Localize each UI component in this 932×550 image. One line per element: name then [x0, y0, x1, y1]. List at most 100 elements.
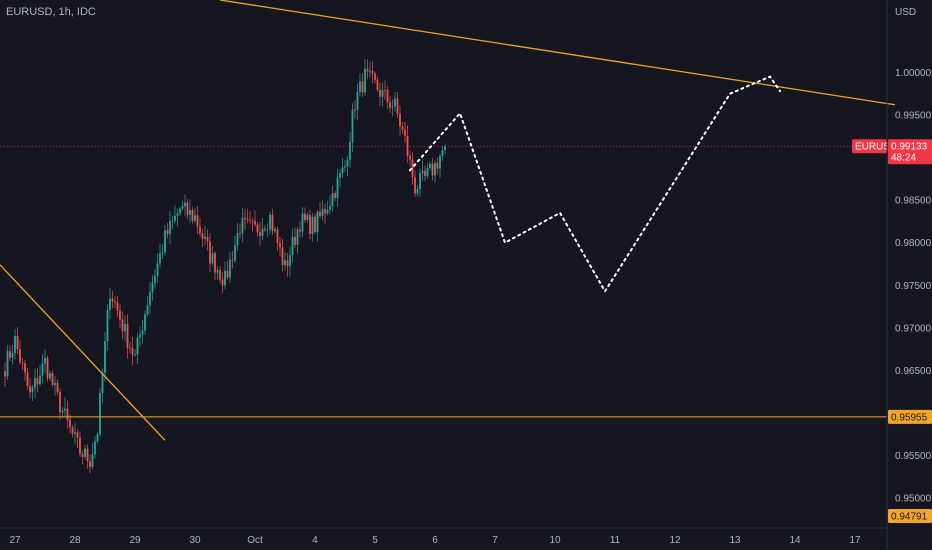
candle — [171, 220, 174, 222]
candle — [154, 275, 156, 283]
price-axis[interactable]: 1.00000 0.99500 0.98500 0.98000 0.97500 0.970… — [888, 68, 932, 523]
candle — [409, 155, 411, 160]
candle — [426, 168, 429, 177]
projection-path[interactable] — [409, 75, 781, 294]
candle — [219, 270, 221, 280]
candle — [414, 177, 416, 194]
time-tick-label: 29 — [129, 535, 141, 546]
candle — [329, 206, 331, 211]
candle — [146, 305, 149, 315]
candle — [411, 159, 414, 178]
candle — [184, 202, 186, 207]
candle — [74, 432, 76, 434]
candle — [354, 109, 356, 111]
candle — [441, 150, 444, 157]
current-price-badge-text: 0.99133 — [891, 142, 928, 153]
candle — [49, 373, 51, 379]
candle — [291, 236, 294, 256]
candle — [161, 252, 164, 254]
candle — [149, 292, 151, 306]
candle — [404, 129, 406, 136]
candle — [374, 73, 376, 80]
candle — [309, 214, 311, 235]
candle — [261, 228, 264, 236]
candle — [251, 220, 254, 222]
candle — [46, 357, 49, 379]
candle — [279, 242, 281, 248]
candle — [436, 163, 439, 169]
candle — [191, 210, 194, 221]
price-tick-label: 0.98000 — [895, 238, 932, 249]
candle — [271, 214, 274, 232]
candle — [364, 68, 366, 93]
candle — [66, 408, 69, 420]
candle — [86, 448, 89, 462]
price-tick-label: 0.97000 — [895, 323, 932, 334]
candle — [144, 314, 146, 331]
candle — [361, 81, 364, 93]
candle — [429, 163, 431, 169]
candle — [331, 193, 334, 207]
candle — [156, 263, 159, 276]
low-price-badge — [888, 508, 932, 523]
candle — [299, 229, 301, 232]
candle — [36, 378, 39, 385]
price-tick-label: 0.95000 — [895, 494, 932, 505]
candle — [386, 90, 389, 103]
candle — [396, 98, 399, 114]
candle — [431, 163, 434, 176]
candle — [401, 126, 404, 130]
candle — [369, 70, 371, 72]
candle — [189, 210, 191, 216]
symbol-badge-text: EURUSD — [855, 142, 897, 153]
candle — [376, 79, 379, 90]
candle — [334, 193, 336, 198]
candle — [119, 310, 121, 320]
candle — [221, 279, 224, 286]
candle — [199, 226, 201, 234]
candle — [39, 375, 41, 385]
trendline[interactable] — [0, 264, 166, 441]
candle — [209, 241, 211, 264]
candle — [134, 354, 136, 356]
candle — [389, 102, 391, 108]
candle — [131, 347, 134, 355]
candle — [29, 385, 31, 393]
candle — [284, 260, 286, 266]
candle — [339, 173, 341, 178]
candle — [281, 247, 284, 266]
candle — [311, 216, 314, 235]
candle — [351, 109, 354, 143]
candle — [166, 230, 169, 235]
candle — [379, 89, 381, 97]
candle — [341, 167, 344, 174]
candle — [419, 173, 421, 190]
candle — [21, 362, 24, 364]
candle — [176, 213, 179, 216]
candle — [296, 229, 299, 245]
candle — [69, 419, 71, 428]
symbol-badge — [852, 139, 887, 154]
candle — [79, 437, 81, 454]
price-tick-label: 1.00000 — [895, 68, 932, 79]
candle — [206, 236, 209, 242]
candle — [139, 334, 141, 338]
candle — [424, 170, 426, 177]
trendline[interactable] — [219, 0, 896, 106]
candle — [391, 106, 394, 108]
candle — [64, 408, 66, 411]
candle — [204, 236, 206, 239]
candle — [9, 351, 11, 358]
candle — [99, 393, 101, 435]
candle — [314, 216, 316, 233]
candle — [24, 363, 26, 373]
candle — [211, 253, 214, 264]
candle — [41, 363, 44, 376]
time-tick-label: 28 — [69, 535, 81, 546]
candle — [244, 217, 246, 220]
candle — [159, 253, 161, 264]
candle — [381, 90, 384, 97]
time-axis[interactable]: 27 28 29 30 Oct 4 5 6 7 10 11 12 13 14 17 — [9, 535, 861, 546]
candle — [51, 373, 54, 385]
